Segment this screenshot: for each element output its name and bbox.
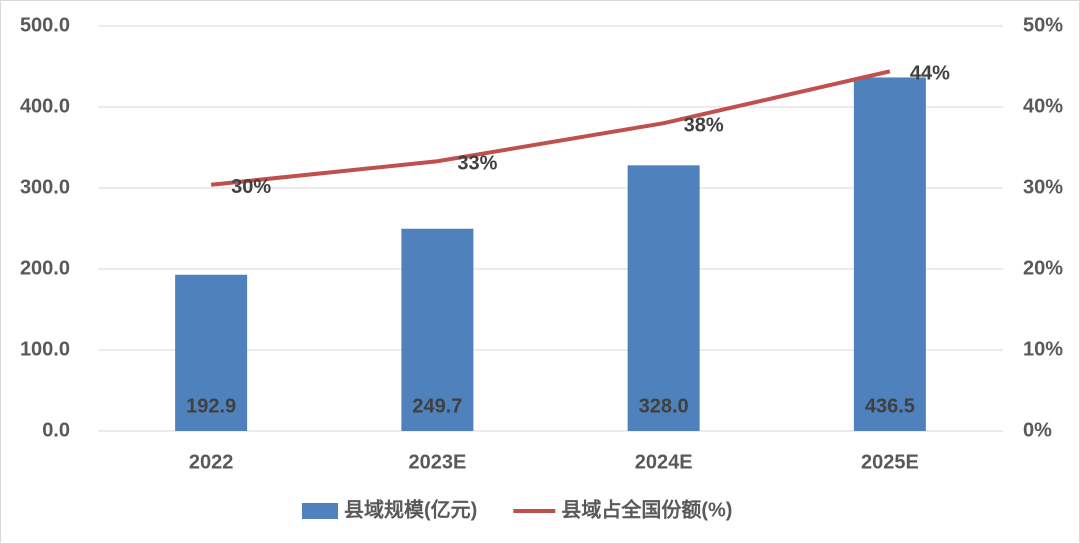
y-tick-label: 500.0 (20, 14, 70, 36)
bar (175, 274, 248, 431)
line-value-label: 44% (910, 63, 950, 85)
line-value-label: 30% (231, 176, 271, 198)
bar-value-label: 192.9 (186, 395, 236, 417)
legend-swatch (302, 503, 338, 519)
bar (853, 77, 926, 431)
line (210, 69, 891, 187)
bar-value-label: 436.5 (865, 395, 915, 417)
line-value-label: 33% (457, 153, 497, 175)
x-tick-label: 2022 (189, 451, 234, 473)
legend-label: 县域占全国份额(%) (561, 497, 732, 521)
y2-tick-label: 0% (1023, 419, 1052, 441)
bar (627, 165, 700, 431)
bar-value-label: 328.0 (639, 395, 689, 417)
y-tick-label: 300.0 (20, 176, 70, 198)
line-value-label: 38% (684, 114, 724, 136)
x-tick-label: 2024E (635, 451, 693, 473)
bar (401, 228, 474, 431)
bar-value-label: 249.7 (412, 395, 462, 417)
y2-tick-label: 20% (1023, 257, 1063, 279)
y2-tick-label: 10% (1023, 338, 1063, 360)
y-tick-label: 400.0 (20, 95, 70, 117)
legend-label: 县域规模(亿元) (344, 497, 477, 521)
y-tick-label: 100.0 (20, 338, 70, 360)
y2-tick-label: 40% (1023, 95, 1063, 117)
y2-tick-label: 30% (1023, 176, 1063, 198)
y-tick-label: 0.0 (42, 419, 70, 441)
y-tick-label: 200.0 (20, 257, 70, 279)
y2-tick-label: 50% (1023, 14, 1063, 36)
x-tick-label: 2025E (861, 451, 919, 473)
x-tick-label: 2023E (408, 451, 466, 473)
